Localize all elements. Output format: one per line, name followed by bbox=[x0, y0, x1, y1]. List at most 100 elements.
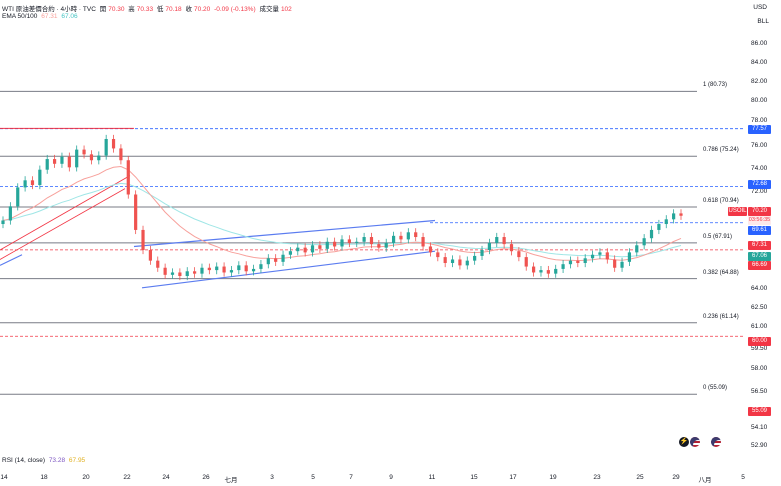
ema-legend[interactable]: EMA 50/100 67.31 67.06 bbox=[2, 13, 80, 20]
candle-body bbox=[60, 156, 64, 164]
candle-body bbox=[672, 213, 676, 220]
channel-bottom bbox=[141, 250, 436, 289]
price-tag: 66.69 bbox=[748, 261, 771, 270]
price-tick: 64.00 bbox=[751, 285, 768, 292]
candle-body bbox=[266, 258, 270, 265]
candle-body bbox=[369, 237, 374, 245]
candle-body bbox=[546, 270, 550, 274]
candle-body bbox=[568, 260, 573, 265]
us-flag-icon[interactable] bbox=[690, 437, 700, 447]
candle-body bbox=[82, 149, 86, 155]
price-tag: 69.61 bbox=[748, 226, 771, 235]
high-value: 70.33 bbox=[136, 6, 154, 13]
candle-body bbox=[384, 242, 388, 248]
candle-body bbox=[627, 252, 632, 262]
symbol-tag: USOIL bbox=[728, 207, 747, 216]
fib-label: 0 (55.09) bbox=[703, 385, 728, 392]
date-tick: 24 bbox=[162, 474, 170, 481]
candle-body bbox=[237, 265, 241, 271]
date-tick: 18 bbox=[40, 474, 48, 481]
date-tick: 11 bbox=[428, 474, 436, 481]
candle-body bbox=[1, 220, 5, 225]
low-value: 70.18 bbox=[165, 6, 182, 13]
date-tick: 20 bbox=[82, 474, 90, 481]
candle-body bbox=[119, 148, 123, 161]
fib-label: 0.382 (64.88) bbox=[703, 269, 739, 276]
date-tick: 19 bbox=[549, 474, 557, 481]
price-tick: 74.00 bbox=[751, 165, 768, 172]
date-tick: 26 bbox=[202, 474, 210, 481]
candle-body bbox=[244, 265, 248, 272]
candle-body bbox=[222, 266, 226, 273]
candle-body bbox=[134, 194, 138, 230]
candle-body bbox=[487, 242, 491, 251]
price-tick: 78.00 bbox=[751, 117, 768, 124]
candle-body bbox=[340, 239, 344, 247]
candle-body bbox=[67, 156, 71, 168]
date-tick: 25 bbox=[636, 474, 644, 481]
candle-body bbox=[480, 250, 484, 256]
price-tick: 61.00 bbox=[751, 323, 768, 330]
candle-body bbox=[517, 251, 521, 258]
date-tick: 14 bbox=[0, 474, 8, 481]
price-tag: 55.09 bbox=[748, 407, 771, 416]
fib-label: 0.5 (67.91) bbox=[703, 233, 733, 240]
candle-body bbox=[590, 254, 595, 259]
candle-body bbox=[509, 244, 514, 252]
close-value: 70.20 bbox=[193, 6, 211, 13]
rsi2-value: 67.95 bbox=[68, 457, 86, 464]
price-tick: 62.50 bbox=[751, 304, 768, 311]
price-tick: 82.00 bbox=[751, 78, 768, 85]
candle-body bbox=[16, 187, 20, 207]
candle-body bbox=[362, 237, 366, 242]
ema100-value: 67.06 bbox=[61, 13, 78, 20]
candle-body bbox=[274, 258, 278, 262]
rsi-legend[interactable]: RSI (14, close) 73.28 67.95 bbox=[2, 457, 87, 464]
last-price-badge: 70.20 bbox=[748, 207, 771, 216]
us-flag-icon[interactable] bbox=[711, 437, 721, 447]
price-tick: 54.10 bbox=[751, 424, 768, 431]
candle-body bbox=[377, 244, 381, 248]
candle-body bbox=[532, 266, 536, 273]
change-value: -0.09 (-0.13%) bbox=[214, 6, 256, 13]
candle-body bbox=[679, 213, 683, 216]
candle-body bbox=[104, 138, 108, 156]
fib-label: 0.786 (75.24) bbox=[703, 147, 739, 154]
candle-body bbox=[45, 159, 49, 170]
candle-body bbox=[170, 272, 175, 275]
candle-body bbox=[406, 232, 410, 240]
date-tick: 17 bbox=[509, 474, 517, 481]
candle-body bbox=[598, 252, 602, 255]
candle-body bbox=[97, 155, 101, 161]
candle-body bbox=[355, 241, 359, 243]
candle-body bbox=[414, 232, 418, 238]
fib-levels bbox=[0, 90, 697, 395]
trend-line bbox=[0, 188, 126, 260]
symbol-title[interactable]: WTI 原油差價合約 · 4小時 · TVC bbox=[2, 6, 96, 13]
candle-body bbox=[495, 237, 499, 243]
lightning-icon[interactable]: ⚡ bbox=[679, 437, 689, 447]
date-tick: 29 bbox=[672, 474, 680, 481]
price-tick: 80.00 bbox=[751, 97, 768, 104]
candle-body bbox=[303, 247, 307, 253]
trend-lines bbox=[0, 127, 745, 337]
candle-body bbox=[215, 266, 219, 271]
candle-body bbox=[141, 229, 145, 251]
fib-label: 1 (80.73) bbox=[703, 82, 728, 89]
candle-body bbox=[38, 169, 42, 186]
trend-line bbox=[0, 254, 23, 266]
high-label: 高 bbox=[128, 6, 135, 13]
candle-body bbox=[318, 245, 322, 249]
candle-body bbox=[347, 239, 351, 243]
ema50-value: 67.31 bbox=[41, 13, 58, 20]
candle-body bbox=[473, 255, 477, 261]
candle-body bbox=[539, 270, 543, 273]
candle-body bbox=[399, 235, 403, 240]
close-label: 收 bbox=[185, 6, 192, 13]
candle-body bbox=[156, 260, 160, 268]
currency-label[interactable]: USD bbox=[753, 4, 767, 11]
candle-body bbox=[178, 272, 182, 277]
date-tick: 5 bbox=[741, 474, 745, 481]
channel-top bbox=[133, 219, 436, 248]
